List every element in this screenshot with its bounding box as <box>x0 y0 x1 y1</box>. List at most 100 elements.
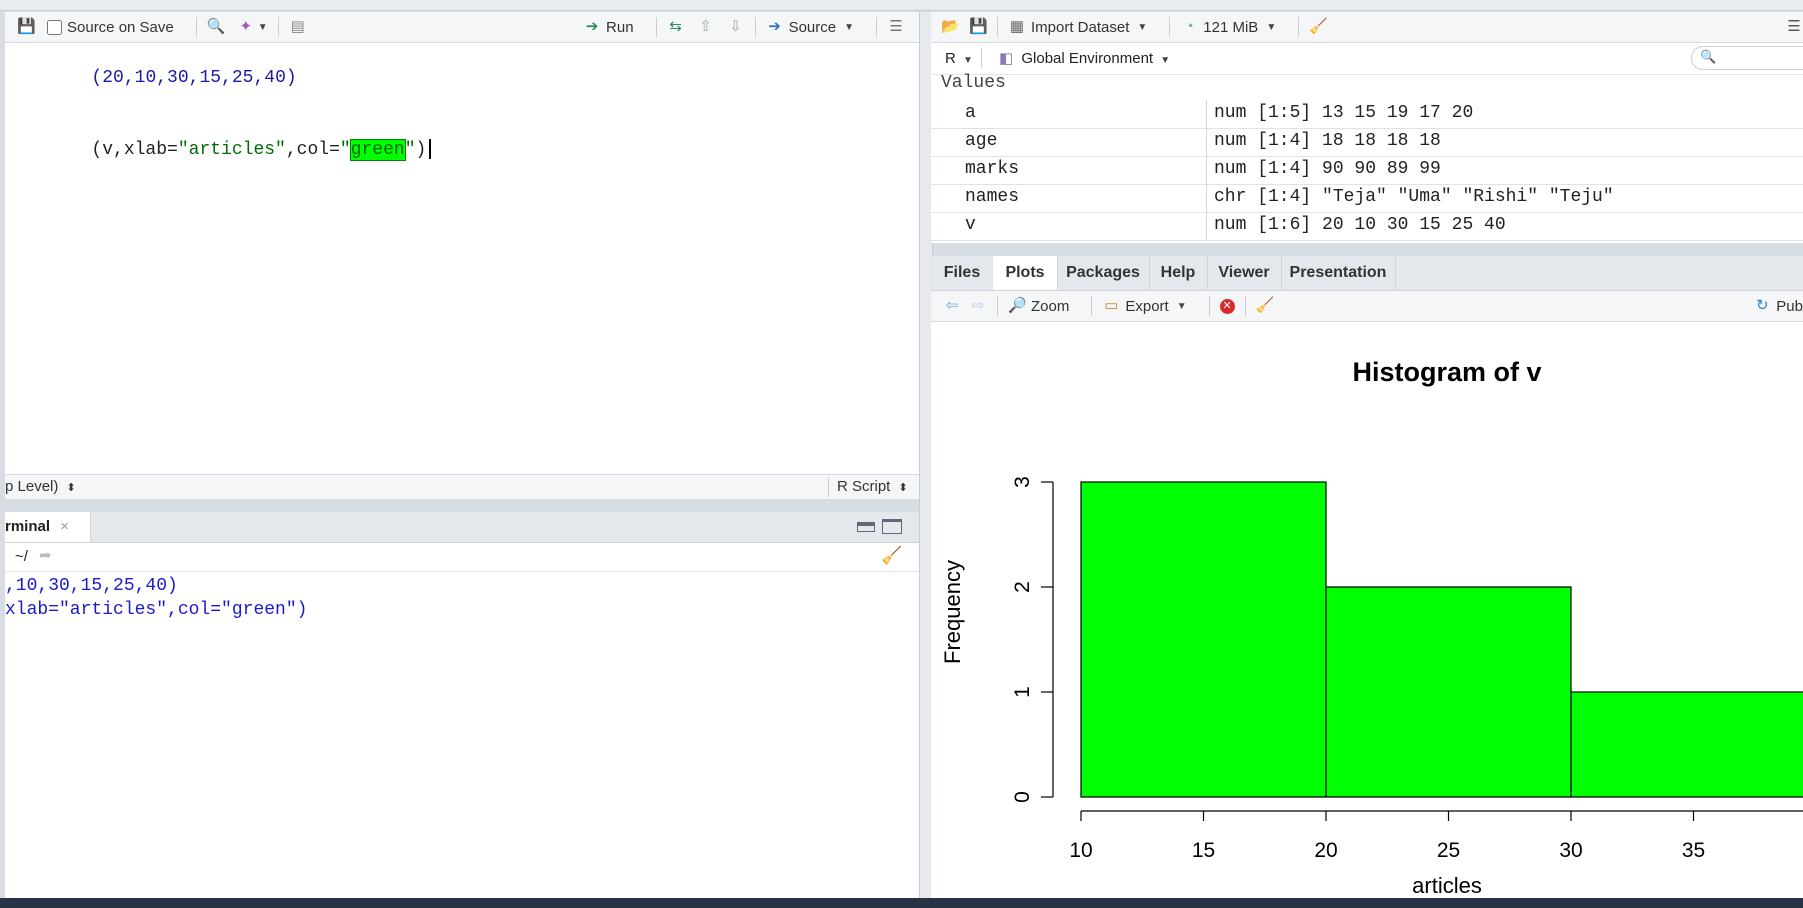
bars-group <box>1080 481 1803 798</box>
divider <box>754 17 756 37</box>
chevron-down-icon[interactable]: ▼ <box>844 21 854 33</box>
updown-icon: ⬍ <box>898 482 908 494</box>
chevron-down-icon: ▼ <box>1137 21 1148 33</box>
run-arrow-icon: ➔ <box>585 18 599 35</box>
tab-viewer[interactable]: Viewer <box>1207 256 1282 290</box>
tab-packages[interactable]: Packages <box>1057 256 1150 290</box>
scope-selector[interactable]: ◧ Global Environment ▼ <box>999 49 1170 67</box>
variable-name: v <box>965 215 976 235</box>
broom-icon[interactable]: 🧹 <box>1255 297 1275 314</box>
tab-terminal[interactable]: rminal × <box>5 512 91 542</box>
table-row[interactable]: names chr [1:4] "Teja" "Uma" "Rishi" "Tej… <box>931 184 1803 213</box>
divider <box>997 17 998 37</box>
maximize-icon[interactable] <box>882 519 902 534</box>
zoom-button[interactable]: 🔎 Zoom <box>1008 297 1069 315</box>
divider <box>876 17 877 37</box>
y-axis-label: Frequency <box>940 560 965 664</box>
code-area[interactable]: (20,10,30,15,25,40) (v,xlab="articles",c… <box>5 42 919 474</box>
y-tick-label: 3 <box>1011 476 1034 488</box>
chevron-down-icon: ▼ <box>1160 55 1171 66</box>
working-directory[interactable]: ~/ <box>15 548 28 565</box>
scope-label: p Level) <box>5 478 59 495</box>
export-button[interactable]: ▭ Export ▼ <box>1102 297 1186 315</box>
tab-help[interactable]: Help <box>1149 256 1208 290</box>
code-token: " <box>404 140 416 160</box>
divider <box>1091 296 1093 316</box>
minimize-icon[interactable] <box>857 522 875 532</box>
table-row[interactable]: v num [1:6] 20 10 30 15 25 40 <box>931 212 1803 241</box>
editor-status-bar: p Level) ⬍ R Script ⬍ <box>5 474 919 499</box>
chevron-down-icon[interactable]: ▼ <box>257 21 268 33</box>
back-arrow-icon[interactable]: ⇦ <box>945 297 959 314</box>
source-on-save-toggle[interactable]: Source on Save <box>47 19 174 36</box>
table-row[interactable]: age num [1:4] 18 18 18 18 <box>931 128 1803 157</box>
column-divider <box>1206 184 1207 212</box>
go-down-icon[interactable]: ⇩ <box>729 18 742 35</box>
export-label: Export <box>1125 297 1169 315</box>
table-row[interactable]: a num [1:5] 13 15 19 17 20 <box>931 100 1803 129</box>
divider <box>1298 17 1300 37</box>
source-button[interactable]: ➔ Source ▼ <box>766 18 854 36</box>
close-icon[interactable]: × <box>60 518 69 535</box>
editor-toolbar: 💾 Source on Save 🔍 ✦ ▼ ▤ ➔ Run ⇆ ⇧ ⇩ ➔ <box>5 12 919 43</box>
scope-label: Global Environment <box>1021 50 1154 67</box>
variable-name: a <box>965 103 976 123</box>
go-up-icon[interactable]: ⇧ <box>699 18 712 35</box>
x-tick-label: 10 <box>1069 839 1092 862</box>
zoom-icon: 🔎 <box>1008 297 1027 314</box>
code-token: 20,10,30,15,25,40 <box>102 68 286 88</box>
tab-presentation[interactable]: Presentation <box>1281 256 1396 290</box>
table-row[interactable]: marks num [1:4] 90 90 89 99 <box>931 156 1803 185</box>
remove-plot-icon[interactable]: ✕ <box>1219 298 1235 314</box>
chart-title: Histogram of v <box>1352 357 1541 387</box>
values-header: Values <box>941 73 1006 93</box>
save-icon[interactable]: 💾 <box>969 18 988 35</box>
import-dataset-button[interactable]: ▦ Import Dataset ▼ <box>1008 18 1147 36</box>
forward-arrow-icon[interactable]: ⇨ <box>971 297 985 314</box>
divider <box>981 48 982 68</box>
divider <box>655 17 657 37</box>
search-input[interactable]: 🔍 <box>1691 46 1803 70</box>
source-on-save-checkbox[interactable] <box>47 19 62 35</box>
magic-wand-icon[interactable]: ✦ <box>239 18 253 35</box>
publish-button[interactable]: ↻ Pub <box>1753 297 1803 315</box>
zoom-label: Zoom <box>1031 297 1070 315</box>
code-token: (v,xlab= <box>91 140 178 160</box>
compile-report-icon[interactable]: ▤ <box>290 18 305 35</box>
text-cursor <box>429 139 432 160</box>
cube-icon: ◧ <box>999 50 1014 67</box>
environment-toolbar: 📂 💾 ▦ Import Dataset ▼ ◔ 121 MiB ▼ 🧹 ☰ <box>931 12 1803 43</box>
tab-files[interactable]: Files <box>931 256 994 290</box>
clear-console-icon[interactable]: 🧹 <box>881 546 903 565</box>
broom-icon[interactable]: 🧹 <box>1309 18 1328 35</box>
search-icon: 🔍 <box>1700 49 1717 64</box>
histogram-chart: Histogram of v 10 15 20 25 30 35 0 1 2 3 article… <box>940 357 1803 898</box>
memory-usage-button[interactable]: ◔ 121 MiB ▼ <box>1180 18 1276 36</box>
variable-value: num [1:6] 20 10 30 15 25 40 <box>1214 215 1506 235</box>
code-line-1: (20,10,30,15,25,40) <box>5 42 919 114</box>
language-selector[interactable]: R ▼ <box>945 50 973 67</box>
open-folder-icon[interactable]: 📂 <box>941 18 960 35</box>
file-type-selector[interactable]: R Script ⬍ <box>837 478 908 495</box>
code-token: "articles" <box>177 140 286 160</box>
tab-plots[interactable]: Plots <box>993 256 1058 290</box>
divider <box>1169 17 1171 37</box>
outline-icon[interactable]: ☰ <box>889 18 903 35</box>
environment-pane: 📂 💾 ▦ Import Dataset ▼ ◔ 121 MiB ▼ 🧹 ☰ R <box>931 12 1803 243</box>
language-label: R <box>945 50 956 67</box>
list-view-icon[interactable]: ☰ <box>1787 18 1801 35</box>
scope-selector[interactable]: p Level) ⬍ <box>5 478 76 495</box>
search-icon[interactable]: 🔍 <box>206 18 226 35</box>
run-button[interactable]: ➔ Run <box>583 18 634 36</box>
variable-name: names <box>965 187 1020 207</box>
console-output[interactable]: ,10,30,15,25,40) xlab="articles",col="gr… <box>5 574 919 622</box>
x-tick-label: 30 <box>1559 839 1582 862</box>
save-icon[interactable]: 💾 <box>17 18 36 35</box>
y-tick-label: 2 <box>1011 581 1034 593</box>
go-to-directory-icon[interactable]: ➦ <box>39 547 52 564</box>
variable-name: marks <box>965 159 1020 179</box>
highlighted-color-token: green <box>349 139 406 161</box>
column-divider <box>1206 212 1207 240</box>
rerun-icon[interactable]: ⇆ <box>669 18 682 35</box>
